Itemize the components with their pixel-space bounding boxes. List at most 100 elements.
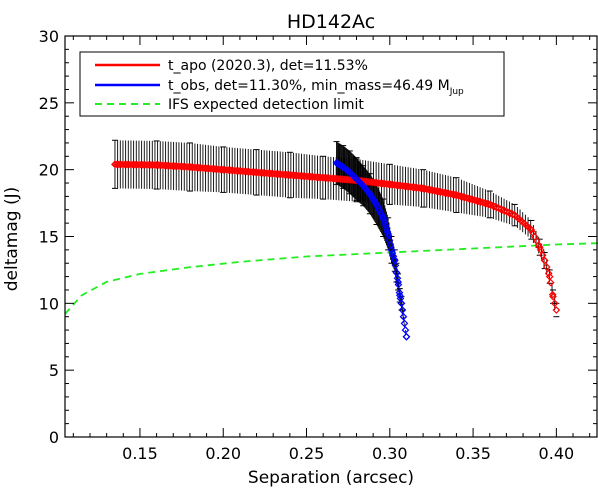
x-axis-label: Separation (arcsec) <box>248 468 414 488</box>
axes: 0.15 0.20 0.25 0.30 0.35 0.40 0 5 10 15 20 25 30 <box>39 27 598 463</box>
y-tick-label: 25 <box>39 94 59 113</box>
x-tick-label: 0.35 <box>455 444 491 463</box>
t-apo-marker <box>544 269 553 278</box>
data-point <box>545 272 554 281</box>
t-apo-marker <box>542 263 551 271</box>
t-apo-marker <box>458 192 467 201</box>
t-apo-marker <box>478 198 487 207</box>
t-obs-marker <box>382 224 391 233</box>
t-obs-marker <box>399 312 408 321</box>
data-point <box>319 173 328 182</box>
t-apo-marker <box>460 193 469 202</box>
t-apo-marker <box>504 208 513 217</box>
t-apo-marker <box>494 204 503 213</box>
t-apo-marker <box>538 251 547 260</box>
data-point <box>385 180 394 189</box>
t-apo-marker <box>450 190 459 199</box>
t-obs-marker <box>383 227 392 236</box>
t-obs-marker <box>380 218 389 226</box>
t-apo-marker <box>502 207 511 216</box>
t-apo-marker <box>490 202 499 211</box>
data-point <box>332 159 341 167</box>
t-apo-marker <box>496 205 505 213</box>
chart-title: HD142Ac <box>287 11 375 33</box>
t-obs-marker <box>398 306 407 314</box>
t-apo-marker <box>550 299 559 308</box>
data-point <box>535 243 544 252</box>
y-tick-label: 15 <box>39 228 59 247</box>
t-obs-marker <box>381 221 390 230</box>
data-point <box>384 229 392 238</box>
legend: t_apo (2020.3), det=11.53% t_obs, det=11… <box>79 51 505 117</box>
data-point <box>339 163 348 171</box>
data-point <box>419 184 427 193</box>
data-point <box>397 299 406 308</box>
data-point <box>345 168 354 177</box>
t-apo-marker <box>466 195 475 203</box>
legend-label-t-apo: t_apo (2020.3), det=11.53% <box>168 58 368 74</box>
ifs-detection-limit-line <box>64 242 598 315</box>
t-apo-marker <box>470 196 479 205</box>
data-point <box>365 189 374 198</box>
data-point <box>549 292 557 301</box>
data-point <box>186 163 194 171</box>
data-point <box>372 200 381 209</box>
t-obs-marker <box>402 332 411 341</box>
t-apo-marker <box>472 196 481 205</box>
t-obs-marker <box>400 319 409 328</box>
data-point <box>510 211 519 219</box>
y-tick-label: 10 <box>39 294 59 313</box>
t-obs-marker <box>401 326 410 334</box>
data-point <box>540 256 549 265</box>
data-point <box>359 181 367 190</box>
x-tick-label: 0.25 <box>289 444 325 463</box>
y-axis-label: deltamag (J) <box>2 187 22 292</box>
data-point <box>527 225 536 234</box>
t-apo-marker <box>546 278 555 287</box>
y-tick-label: 0 <box>49 428 59 447</box>
t-apo-marker <box>492 203 501 212</box>
t-obs-marker <box>391 261 400 270</box>
t-apo-marker <box>474 197 483 206</box>
data-point <box>485 200 494 209</box>
legend-label-t-obs: t_obs, det=11.30%, min_mass=46.49 MJup <box>168 78 464 97</box>
data-point <box>395 291 404 300</box>
data-point <box>392 268 401 277</box>
t-apo-marker <box>508 210 517 219</box>
y-tick-label: 20 <box>39 161 59 180</box>
t-apo-marker <box>480 199 489 207</box>
t-obs-points <box>332 159 411 341</box>
data-point <box>111 160 119 169</box>
data-point <box>552 306 561 314</box>
t-apo-marker <box>506 209 515 218</box>
legend-label-t-obs-subscript: Jup <box>449 87 464 97</box>
data-point <box>452 191 461 199</box>
data-point <box>390 256 399 265</box>
data-point <box>387 246 396 254</box>
t-apo-marker <box>464 194 473 203</box>
t-apo-marker <box>488 201 497 210</box>
t-apo-marker <box>454 191 463 200</box>
legend-label-ifs: IFS expected detection limit <box>168 97 364 113</box>
t-apo-marker <box>500 206 509 215</box>
x-tick-label: 0.40 <box>539 444 575 463</box>
data-point <box>352 175 361 183</box>
t-apo-marker <box>462 194 471 202</box>
t-apo-marker <box>468 195 477 204</box>
data-point <box>402 332 411 341</box>
t-apo-marker <box>476 198 485 206</box>
y-tick-label: 30 <box>39 27 59 46</box>
t-apo-marker <box>548 290 557 299</box>
data-point <box>286 171 294 179</box>
x-tick-label: 0.20 <box>205 444 241 463</box>
data-point <box>379 213 387 222</box>
t-obs-marker <box>395 288 404 297</box>
data-point <box>394 278 402 286</box>
data-point <box>152 161 161 169</box>
x-tick-label: 0.15 <box>122 444 158 463</box>
t-obs-marker <box>393 274 402 283</box>
x-tick-label: 0.30 <box>372 444 408 463</box>
data-point <box>219 165 228 174</box>
data-point <box>252 168 261 177</box>
